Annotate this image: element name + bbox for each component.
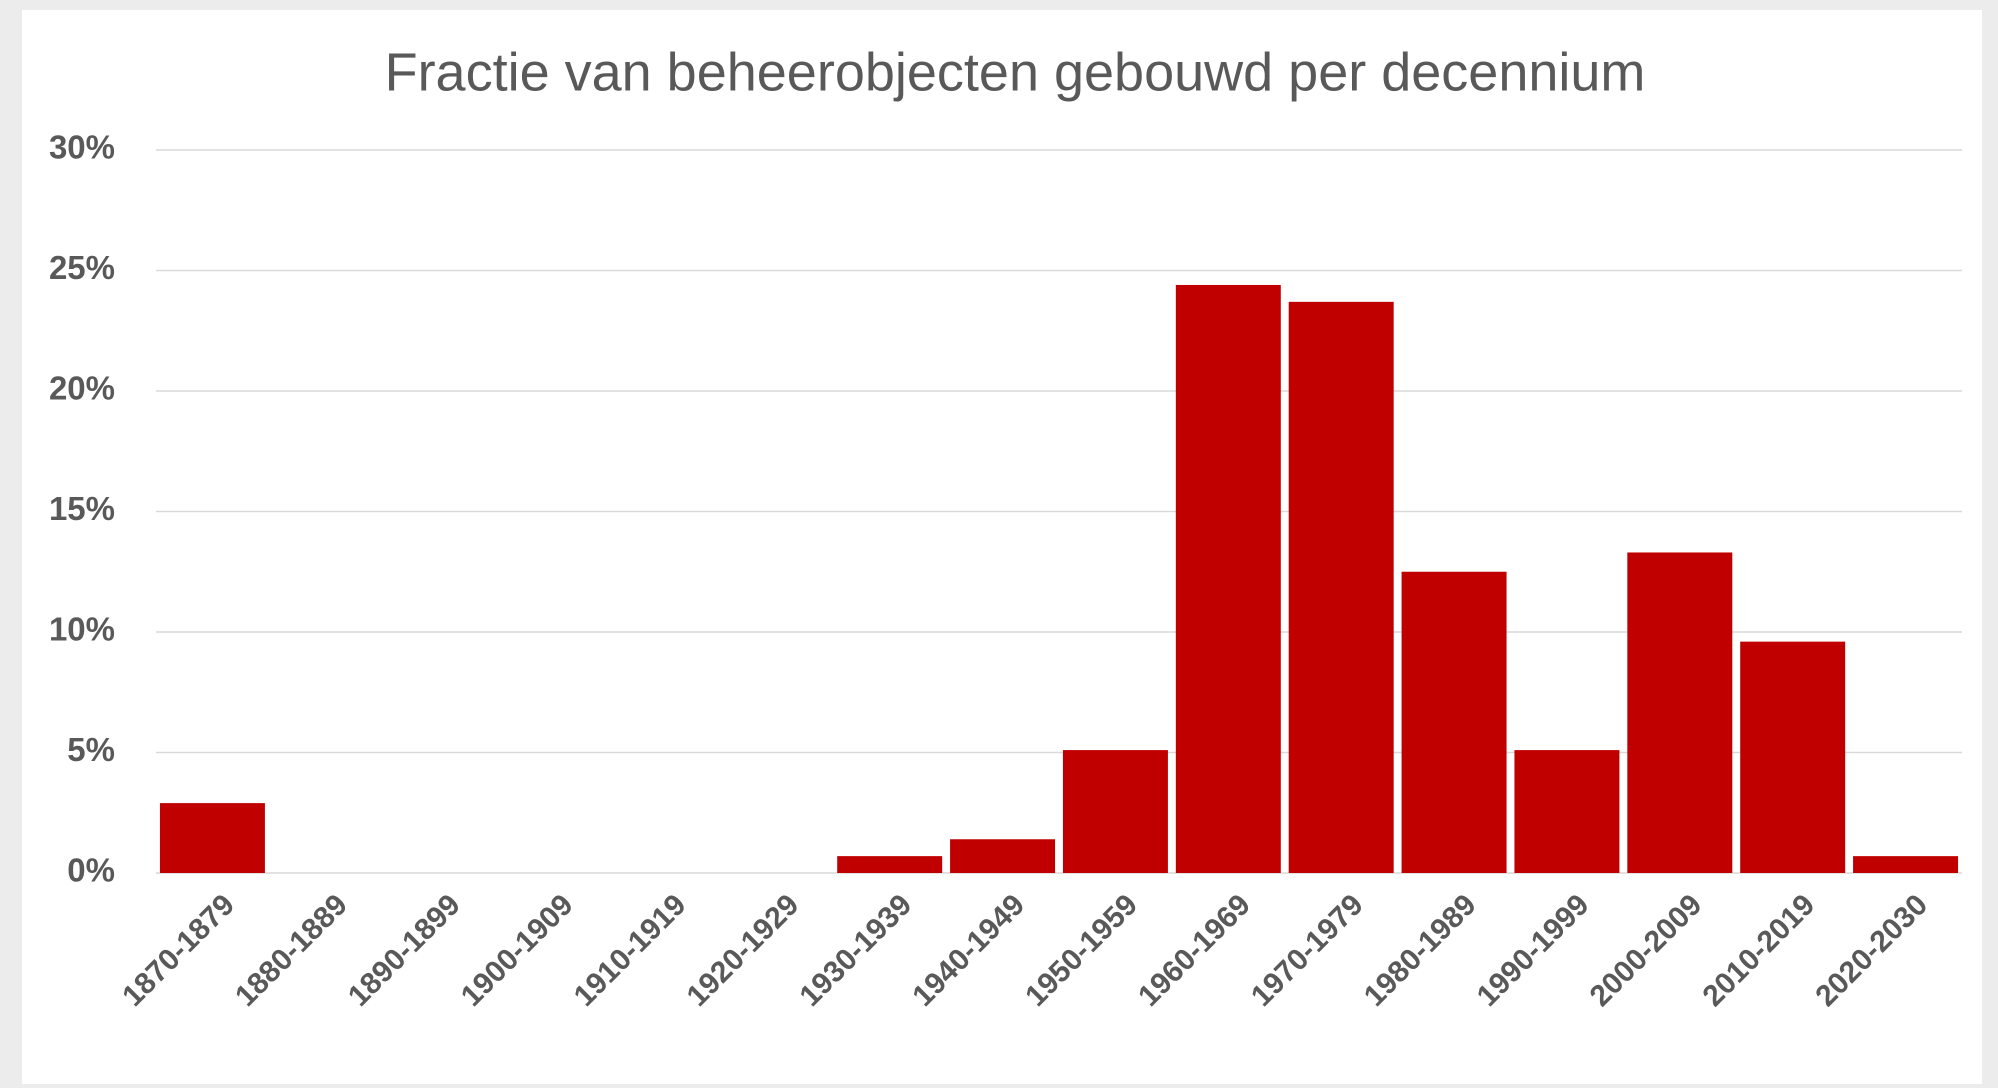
bar <box>1401 571 1507 873</box>
bar <box>159 803 265 873</box>
bar <box>1062 750 1168 873</box>
y-tick-label: 0% <box>67 852 115 889</box>
bar <box>1853 856 1959 873</box>
bar <box>950 839 1056 873</box>
y-tick-label: 25% <box>49 249 115 286</box>
chart-title: Fractie van beheerobjecten gebouwd per d… <box>385 42 1646 102</box>
y-tick-label: 5% <box>67 731 115 768</box>
bar <box>1627 552 1733 873</box>
y-tick-label: 20% <box>49 370 115 407</box>
bar <box>1740 641 1846 873</box>
bar <box>837 856 943 873</box>
bar <box>1288 301 1394 874</box>
y-tick-label: 30% <box>49 129 115 166</box>
chart-area <box>22 10 1982 1084</box>
y-tick-label: 10% <box>49 611 115 648</box>
bar <box>1175 284 1281 874</box>
y-tick-label: 15% <box>49 490 115 527</box>
bar <box>1514 750 1620 873</box>
